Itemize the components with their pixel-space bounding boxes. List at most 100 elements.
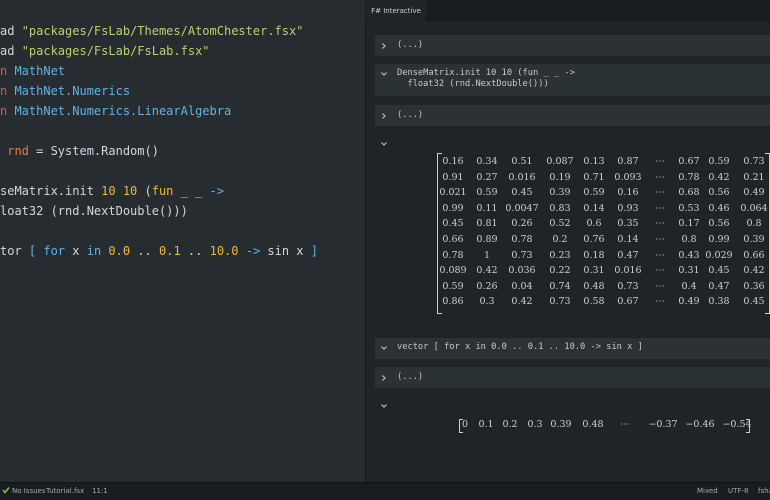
matrix-entry: 0.78 (678, 171, 700, 183)
matrix-entry: 0.51 (511, 156, 533, 167)
code-token: ( (137, 184, 152, 198)
code-token: loat32 (rnd.NextDouble())) (0, 204, 188, 218)
code-token: ] (310, 244, 318, 258)
matrix-entry: 0.59 (708, 156, 730, 167)
code-line: rnd = System.Random() (0, 142, 159, 160)
matrix-entry: 0.21 (743, 171, 765, 183)
code-line: n MathNet.Numerics.LinearAlgebra (0, 102, 231, 120)
code-token: n (0, 64, 15, 78)
code-token: _ _ (173, 184, 210, 198)
matrix-entry: 0.42 (743, 265, 765, 277)
matrix-entry: 0.3 (479, 296, 495, 308)
issues[interactable]: No Issues (12, 487, 46, 495)
status-bar (0, 482, 770, 500)
vector-entry: 0.39 (550, 419, 572, 430)
matrix-entry: 0.27 (476, 171, 498, 183)
matrix-entry: 0.6 (586, 218, 602, 230)
matrix-entry: 0.83 (549, 202, 571, 214)
toggle-icon[interactable] (380, 70, 388, 78)
collapsed-cell (375, 105, 770, 126)
matrix-entry: 0.76 (583, 234, 605, 245)
encoding[interactable]: UTF-8 (728, 487, 749, 495)
matrix-entry: 0.99 (708, 234, 730, 245)
ok-icon (2, 487, 10, 494)
matrix-entry: 0.78 (442, 249, 464, 261)
matrix-entry: 0.23 (549, 249, 571, 261)
matrix-entry: 0.81 (476, 218, 498, 230)
matrix-entry: 0.2 (552, 234, 568, 245)
matrix-entry: 0.43 (678, 249, 700, 261)
matrix-entry: 0.74 (549, 280, 571, 292)
vector-entry: 0.3 (527, 419, 543, 430)
code-token: 10.0 (209, 244, 239, 258)
code-token: tor (0, 244, 29, 258)
cursor-position[interactable]: 11:1 (92, 487, 108, 495)
code-token: in (86, 244, 102, 258)
matrix-entry: 0.47 (708, 280, 730, 292)
matrix-entry: 0.66 (743, 249, 765, 261)
matrix-entry: 0.73 (549, 296, 571, 308)
matrix-entry: 0.78 (511, 234, 533, 245)
matrix-entry: 0.036 (508, 265, 536, 277)
toggle-icon[interactable] (380, 42, 388, 50)
matrix-entry: 0.26 (476, 280, 498, 292)
matrix-entry: 0.18 (583, 249, 605, 261)
toggle-icon[interactable] (380, 140, 388, 148)
matrix-entry: 0.11 (476, 202, 498, 214)
code-token: = System.Random() (28, 144, 159, 158)
vector-entry: −0.37 (648, 419, 678, 430)
code-token: .. (130, 244, 159, 258)
line-ending[interactable]: Mixed (697, 487, 718, 495)
file-name[interactable]: Tutorial.fsx (46, 487, 85, 495)
matrix-entry: 0.58 (583, 296, 605, 308)
matrix-entry: 0.021 (439, 187, 467, 199)
matrix-entry: 0.73 (617, 280, 639, 292)
toggle-icon[interactable] (380, 374, 388, 382)
toggle-icon[interactable] (380, 112, 388, 120)
matrix-entry: 0.35 (617, 218, 639, 230)
matrix-entry: 0.14 (617, 234, 639, 245)
code-cell (375, 338, 770, 359)
collapsed-text: (...) (397, 40, 424, 50)
matrix-entry: 0.16 (442, 156, 464, 167)
matrix-entry: ⋯ (655, 249, 665, 261)
vector-entry: 0 (461, 419, 469, 430)
matrix-entry: 0.093 (614, 171, 642, 183)
code-editor (0, 0, 365, 482)
matrix-entry: ⋯ (655, 234, 665, 245)
code-line: n MathNet (0, 62, 65, 80)
matrix-entry: ⋯ (655, 156, 665, 167)
code-token: n (0, 104, 15, 118)
code-token: x (65, 244, 87, 258)
matrix-entry: 0.49 (678, 296, 700, 308)
matrix-entry: 0.46 (708, 202, 730, 214)
code-line: tor [ for x in 0.0 .. 0.1 .. 10.0 -> sin… (0, 242, 318, 260)
toggle-icon[interactable] (380, 402, 388, 410)
matrix-entry: 0.36 (743, 280, 765, 292)
matrix-entry: 0.39 (549, 187, 571, 199)
matrix-entry: ⋯ (655, 202, 665, 214)
matrix-entry: 0.39 (743, 234, 765, 245)
matrix-entry: 0.67 (678, 156, 700, 167)
matrix-entry: 0.86 (442, 296, 464, 308)
code-token: MathNet.Numerics.LinearAlgebra (14, 104, 232, 118)
code-line: ad "packages/FsLab/FsLab.fsx" (0, 42, 210, 60)
matrix-entry: 0.66 (442, 234, 464, 245)
matrix-entry: 0.87 (617, 156, 639, 167)
matrix-entry: 0.4 (681, 280, 697, 292)
fsi-tab[interactable]: F# Interactive (366, 0, 426, 22)
matrix-entry: 0.31 (583, 265, 605, 277)
matrix-entry: 0.89 (476, 234, 498, 245)
matrix-entry: 0.91 (442, 171, 464, 183)
code-token: fun (151, 184, 174, 198)
code-token: 0.0 (108, 244, 131, 258)
matrix-entry: 1 (483, 249, 491, 261)
matrix-entry: 0.22 (549, 265, 571, 277)
matrix-entry: 0.73 (511, 249, 533, 261)
matrix-entry: 0.064 (740, 202, 768, 214)
matrix-entry: 0.016 (614, 265, 642, 277)
toggle-icon[interactable] (380, 344, 388, 352)
tab-bar (365, 0, 770, 22)
code-cell (375, 64, 770, 96)
